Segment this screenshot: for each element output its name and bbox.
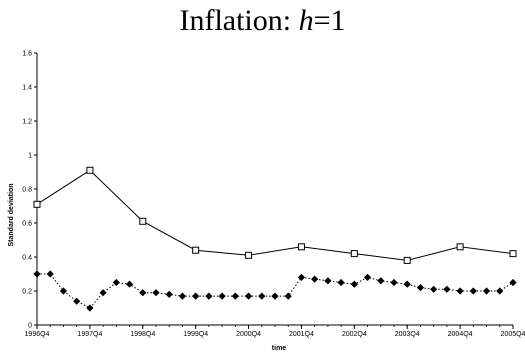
y-tick-label: 0 (28, 323, 32, 330)
x-tick-label: 1997Q4 (77, 331, 102, 338)
diamond-marker (139, 289, 147, 297)
diamond-marker (112, 278, 120, 287)
diamond-marker (443, 285, 451, 293)
series-layer (33, 166, 517, 312)
y-tick-label: 1 (28, 153, 32, 160)
y-tick-label: 0.6 (22, 221, 32, 228)
square-marker (245, 251, 253, 259)
diamond-marker (59, 287, 68, 295)
diamond-marker (509, 278, 517, 287)
x-tick-label: 2004Q4 (448, 331, 473, 338)
axes: 0 0.2 0.4 0.6 0.8 1 1.2 1.4 1.6 1996Q4 1997Q4 1998Q… (22, 51, 525, 339)
diamond-marker (377, 277, 385, 285)
title-italic: h (298, 4, 314, 37)
x-tick-label: 2001Q4 (289, 331, 314, 338)
x-tick-label: 2000Q4 (236, 331, 261, 338)
diamond-marker (152, 289, 160, 297)
diamond-marker (86, 304, 94, 312)
square-marker (403, 256, 411, 264)
y-tick-label: 0.4 (22, 255, 32, 262)
title-prefix: Inflation: (179, 4, 299, 37)
x-tick-label: 1998Q4 (130, 331, 155, 338)
diamond-marker (284, 292, 292, 300)
diamond-marker (178, 292, 187, 300)
diamond-marker (363, 273, 372, 281)
diamond-marker (469, 287, 477, 295)
diamond-marker (430, 285, 438, 293)
square-marker (297, 243, 305, 251)
y-tick-label: 1.2 (22, 119, 32, 126)
diamond-marker (337, 278, 345, 287)
diamond-marker (244, 292, 253, 300)
diamond-marker (205, 292, 213, 300)
diamond-marker (73, 297, 81, 305)
diamond-marker (258, 292, 266, 300)
y-tick-label: 0.8 (22, 187, 32, 194)
title-suffix: =1 (313, 4, 346, 37)
square-marker (350, 250, 358, 258)
series-1-line (36, 169, 514, 261)
series-2-line (37, 273, 514, 309)
y-tick-label: 1.6 (22, 51, 32, 58)
diamond-marker (311, 275, 319, 283)
y-tick-label: 0.2 (22, 289, 32, 296)
square-marker (33, 200, 41, 208)
diamond-marker (403, 280, 411, 288)
series-1 (33, 166, 517, 264)
diamond-marker (271, 292, 279, 300)
y-tick-label: 1.4 (22, 85, 32, 92)
diamond-marker (165, 290, 173, 298)
diamond-marker (218, 292, 226, 300)
diamond-marker (231, 292, 239, 300)
x-tick-label: 2005Q4 (501, 331, 525, 338)
square-marker (139, 217, 147, 225)
diamond-marker (416, 284, 425, 292)
chart-title: Inflation: h=1 (0, 4, 525, 38)
diamond-marker (125, 280, 134, 288)
square-marker (456, 243, 464, 251)
square-marker (192, 246, 200, 254)
x-tick-label: 2003Q4 (395, 331, 420, 338)
diamond-marker (350, 280, 358, 288)
diamond-marker (456, 287, 464, 295)
x-tick-label: 1999Q4 (183, 331, 208, 338)
x-tick-label: 1996Q4 (25, 331, 50, 338)
diamond-marker (324, 277, 332, 285)
y-axis-label: Standard deviation (8, 183, 15, 246)
square-marker (86, 166, 94, 174)
diamond-marker (192, 292, 200, 300)
diamond-marker (46, 270, 54, 278)
diamond-marker (390, 278, 398, 287)
diamond-marker (482, 287, 491, 295)
x-axis-label: time (272, 345, 287, 352)
diamond-marker (33, 270, 41, 278)
series-2 (33, 270, 517, 312)
diamond-marker (496, 287, 504, 295)
diamond-marker (297, 273, 306, 281)
x-tick-label: 2002Q4 (342, 331, 367, 338)
square-marker (509, 250, 517, 258)
diamond-marker (99, 289, 107, 297)
